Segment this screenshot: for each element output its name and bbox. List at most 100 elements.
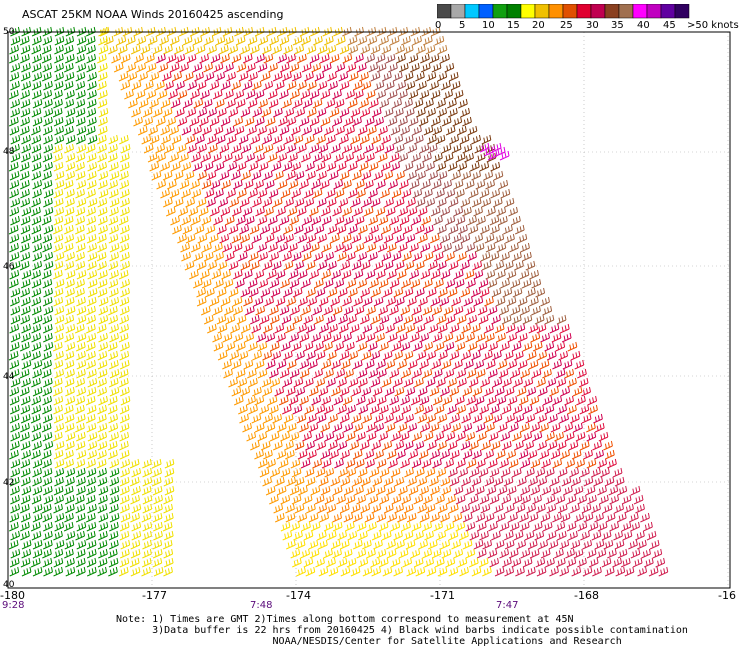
wind-barb [468, 377, 479, 388]
wind-barb [498, 368, 509, 379]
wind-barb [20, 188, 30, 199]
wind-barb [549, 476, 560, 487]
wind-barb [382, 287, 393, 298]
wind-barb [591, 530, 602, 541]
wind-barb [219, 143, 230, 154]
wind-barb [230, 323, 241, 334]
wind-barb [248, 287, 259, 298]
wind-barb [312, 188, 323, 199]
wind-barb [457, 125, 467, 136]
wind-barb [537, 476, 548, 487]
wind-barb [97, 152, 108, 163]
wind-barb [510, 278, 521, 289]
wind-barb [427, 440, 437, 451]
wind-barb [76, 35, 87, 46]
wind-barb [43, 341, 54, 352]
wind-barb [540, 296, 550, 307]
wind-barb [53, 404, 63, 415]
wind-barb [32, 116, 43, 127]
wind-barb [87, 89, 97, 100]
wind-barb [236, 215, 246, 226]
wind-barb [32, 359, 43, 370]
wind-barb [405, 323, 416, 334]
wind-barb [52, 377, 63, 388]
wind-barb [552, 512, 562, 523]
wind-barb [444, 62, 455, 73]
wind-barb [9, 242, 19, 253]
wind-barb [453, 485, 464, 496]
wind-barb [76, 359, 87, 370]
wind-barb [119, 170, 129, 181]
wind-barb [108, 530, 119, 541]
wind-barb [563, 422, 574, 433]
wind-barb [522, 404, 533, 415]
wind-barb [65, 341, 76, 352]
wind-barb [559, 323, 570, 334]
wind-barb [353, 89, 364, 100]
wind-barb [243, 296, 253, 307]
wind-barb [312, 125, 323, 136]
wind-barb [119, 431, 130, 442]
wind-barb [180, 242, 190, 253]
wind-barb [311, 332, 321, 343]
wind-barb [456, 368, 467, 379]
wind-barb [555, 494, 566, 505]
wind-barb [352, 143, 362, 154]
wind-barb [254, 269, 265, 280]
wind-barb [345, 125, 355, 136]
wind-barb [575, 431, 586, 442]
wind-barb [376, 458, 387, 469]
wind-barb [612, 557, 622, 568]
wind-barb [294, 476, 305, 487]
wind-barb [389, 278, 400, 289]
wind-barb [149, 134, 160, 145]
wind-barb [356, 62, 367, 73]
wind-barb [260, 440, 271, 451]
wind-barb [65, 440, 75, 451]
wind-barb [109, 332, 119, 343]
wind-barb [436, 314, 447, 325]
wind-barb [328, 566, 339, 577]
wind-barb [367, 35, 378, 46]
wind-barb [508, 458, 519, 469]
wind-barb [343, 512, 354, 523]
wind-barb [315, 377, 326, 388]
wind-barb [119, 305, 130, 316]
wind-barb [158, 62, 169, 73]
wind-barb [228, 377, 238, 388]
wind-barb [371, 107, 382, 118]
wind-barb [85, 530, 96, 541]
wind-barb [347, 161, 358, 172]
wind-barb [442, 395, 453, 406]
wind-barb [280, 188, 291, 199]
wind-barb [512, 431, 522, 442]
wind-barb [403, 287, 414, 298]
wind-barb [508, 512, 518, 523]
wind-barb [461, 476, 471, 487]
wind-barb [9, 368, 20, 379]
wind-barb [267, 395, 278, 406]
wind-barb [428, 323, 439, 334]
wind-barb [53, 242, 64, 253]
wind-barb [284, 107, 295, 118]
wind-barb [98, 170, 109, 181]
wind-barb [310, 521, 321, 532]
wind-barb [306, 287, 316, 298]
wind-barb [469, 530, 480, 541]
wind-barb [581, 503, 592, 514]
wind-barb [379, 404, 389, 415]
wind-barb [559, 566, 570, 577]
wind-barb [53, 359, 64, 370]
wind-barb [445, 557, 456, 568]
wind-barb [583, 449, 593, 460]
wind-barb [86, 458, 96, 469]
wind-barb [492, 413, 503, 424]
wind-barb [288, 242, 298, 253]
wind-barb [64, 233, 75, 244]
wind-barb [577, 494, 588, 505]
wind-barb [466, 458, 477, 469]
wind-barb [258, 98, 268, 109]
wind-barb [75, 287, 85, 298]
wind-barb [186, 53, 197, 64]
wind-barb [394, 296, 405, 307]
